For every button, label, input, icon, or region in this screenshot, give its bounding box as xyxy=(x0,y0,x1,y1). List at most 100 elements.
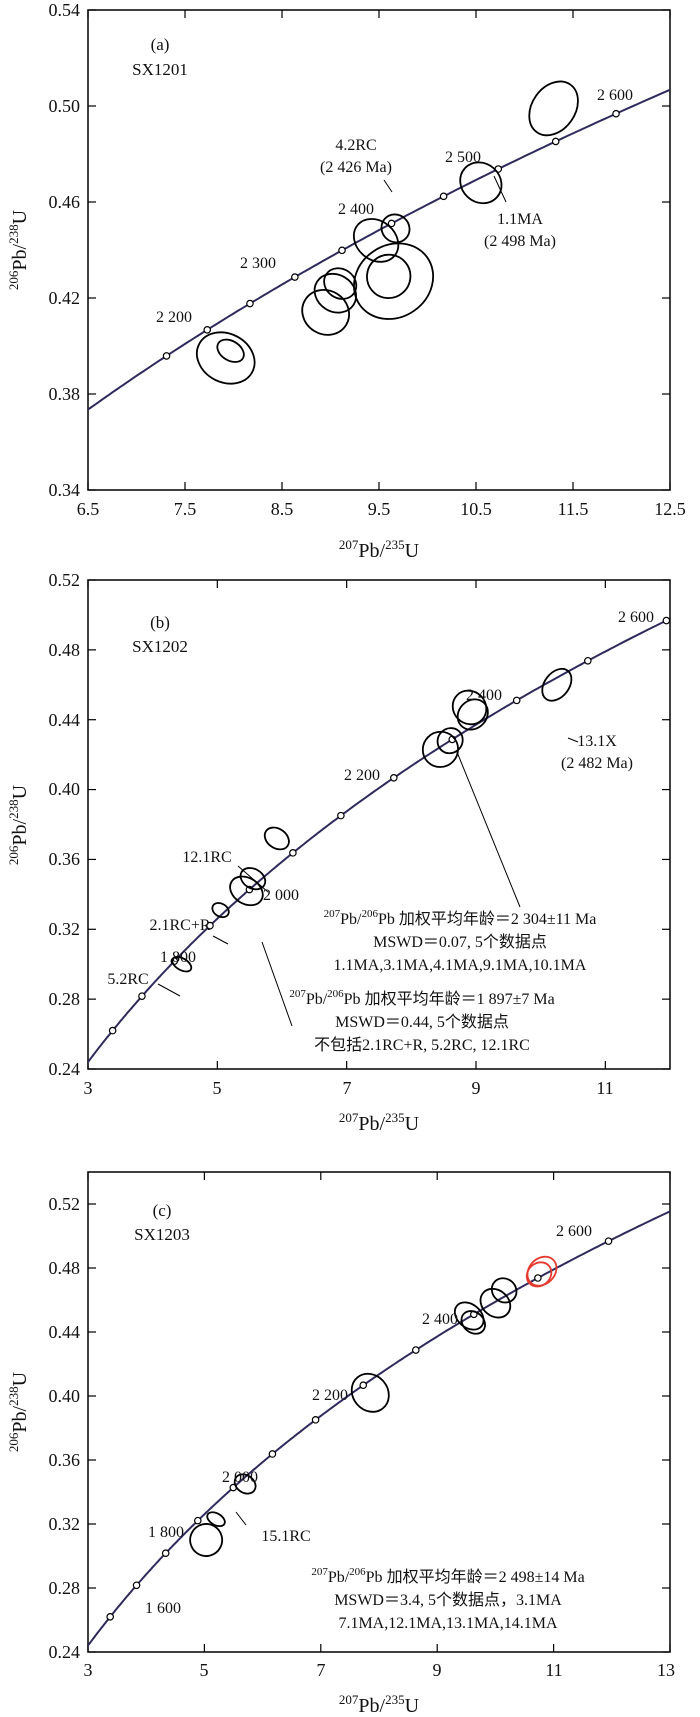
panel-b-ytick: 0.36 xyxy=(49,849,81,869)
concordia-age-marker xyxy=(612,109,620,118)
panel-c-ytick: 0.44 xyxy=(49,1322,81,1342)
error-ellipse xyxy=(239,867,267,891)
panel-b-leader-line xyxy=(261,941,293,1027)
panel-b-leader-line xyxy=(567,737,579,743)
panel-b-ytick: 0.52 xyxy=(49,570,81,590)
panel-b-ytick: 0.28 xyxy=(49,989,81,1009)
panel-b-age-label: 2 400 xyxy=(466,687,502,704)
panel-b-leader-line xyxy=(157,983,181,997)
error-ellipse xyxy=(350,1372,390,1413)
panel-a-ytick: 0.54 xyxy=(49,0,81,20)
panel-b-ticks xyxy=(87,579,670,1070)
error-ellipse xyxy=(211,902,230,919)
panel-b-mean-age-1: 207Pb/206Pb 加权平均年龄＝2 304±11 Ma xyxy=(324,908,597,928)
panel-b-annotation: (2 482 Ma) xyxy=(561,755,633,772)
error-ellipse xyxy=(528,80,579,137)
panel-a-xtick: 11.5 xyxy=(558,499,589,519)
panel-b-panel-label: (b) xyxy=(150,613,170,632)
panel-b-ytick: 0.44 xyxy=(49,710,81,730)
panel-b-age-label: 2 600 xyxy=(618,609,654,626)
error-ellipse xyxy=(301,289,350,336)
panel-c-ytick: 0.32 xyxy=(49,1514,81,1534)
panel-b-ytick: 0.32 xyxy=(49,919,81,939)
panel-c-panel-label: (c) xyxy=(153,1201,172,1220)
panel-c-mean-points: 7.1MA,12.1MA,13.1MA,14.1MA xyxy=(338,1615,558,1632)
panel-a-xtick: 9.5 xyxy=(368,499,391,519)
concordia-age-marker xyxy=(291,273,299,281)
panel-c-leader-line xyxy=(235,1511,247,1526)
panel-a-panel-label: (a) xyxy=(151,35,170,54)
panel-b: 3 5 7 9 11 0.24 0.28 0.32 0.36 0.40 0.44… xyxy=(6,570,671,1135)
concordia-age-marker xyxy=(387,219,396,228)
concordia-age-marker xyxy=(534,1274,542,1282)
error-ellipse xyxy=(171,956,193,973)
panel-c-mean-mswd: MSWD＝3.4, 5个数据点，3.1MA xyxy=(334,1591,562,1609)
panel-c-sample-name: SX1203 xyxy=(134,1225,190,1244)
concordia-age-marker xyxy=(551,137,560,146)
panel-a-age-label: 2 600 xyxy=(597,87,633,104)
panel-c-xtick: 13 xyxy=(657,1660,675,1680)
panel-c-xtick: 7 xyxy=(317,1660,326,1680)
panel-a-age-label: 2 400 xyxy=(338,201,374,218)
panel-a: 6.5 7.5 8.5 9.5 10.5 11.5 12.5 0.34 0.38… xyxy=(6,0,686,562)
panel-b-frame xyxy=(87,579,671,1070)
panel-b-xtick: 5 xyxy=(213,1078,222,1098)
error-ellipse xyxy=(456,698,489,731)
concordia-age-marker xyxy=(512,696,521,705)
panel-b-annotation: 5.2RC xyxy=(107,971,148,988)
error-ellipse xyxy=(421,730,459,768)
panel-b-leader-line xyxy=(456,751,521,908)
panel-b-ylabel: 206Pb/238U xyxy=(6,784,31,865)
panel-b-age-label: 2 000 xyxy=(263,887,299,904)
panel-b-age-label: 2 200 xyxy=(344,767,380,784)
error-ellipse xyxy=(541,667,573,702)
panel-a-ytick: 0.34 xyxy=(49,480,81,500)
panel-c-age-label: 2 200 xyxy=(312,1387,348,1404)
panel-b-annotation: 13.1X xyxy=(577,733,617,750)
panel-b-xtick: 3 xyxy=(84,1078,93,1098)
concordia-age-marker xyxy=(108,1026,117,1035)
panel-c-age-label: 1 600 xyxy=(145,1600,181,1617)
error-ellipse xyxy=(490,1277,518,1304)
panel-c-xlabel: 207Pb/235U xyxy=(339,1692,420,1717)
panel-c-ytick: 0.28 xyxy=(49,1578,81,1598)
panel-a-leader-line xyxy=(383,179,393,193)
panel-a-ticks xyxy=(87,9,671,491)
panel-c-ellipses xyxy=(189,1255,558,1557)
panel-b-age-label: 1 800 xyxy=(160,949,196,966)
concordia-age-marker xyxy=(203,326,212,334)
concordia-age-marker xyxy=(206,921,214,930)
error-ellipse xyxy=(216,338,245,363)
error-ellipse xyxy=(353,242,435,320)
error-ellipse xyxy=(479,1287,512,1319)
panel-c-ylabel: 206Pb/238U xyxy=(6,1371,31,1452)
panel-a-annotation: 1.1MA xyxy=(497,211,543,228)
error-ellipse xyxy=(460,1310,486,1335)
panel-b-mean-points-1: 1.1MA,3.1MA,4.1MA,9.1MA,10.1MA xyxy=(334,957,587,974)
panel-a-xtick: 10.5 xyxy=(460,499,492,519)
panel-c-xtick: 11 xyxy=(545,1660,562,1680)
concordia-curve xyxy=(88,617,670,1064)
concordia-age-marker xyxy=(337,811,345,820)
concordia-age-marker xyxy=(161,1549,170,1557)
panel-c-ytick: 0.24 xyxy=(49,1642,81,1662)
panel-a-xtick: 6.5 xyxy=(77,499,100,519)
panel-c-frame xyxy=(87,1171,671,1653)
panel-a-annotation: (2 426 Ma) xyxy=(320,159,392,176)
panel-c-xtick: 5 xyxy=(200,1660,209,1680)
panel-b-mean-points-2: 不包括2.1RC+R, 5.2RC, 12.1RC xyxy=(314,1036,530,1054)
concordia-age-marker xyxy=(412,1346,420,1354)
panel-a-annotation: 4.2RC xyxy=(335,137,376,154)
panel-a-ytick: 0.46 xyxy=(49,192,81,212)
panel-b-ytick: 0.24 xyxy=(49,1059,81,1079)
concordia-age-marker xyxy=(359,1381,368,1390)
panel-c-ytick: 0.36 xyxy=(49,1450,81,1470)
panel-a-sample-name: SX1201 xyxy=(132,60,188,79)
panel-a-concordia xyxy=(88,88,670,411)
panel-b-leader-line xyxy=(212,935,229,945)
error-ellipse xyxy=(189,1523,224,1557)
panel-b-ytick: 0.40 xyxy=(49,779,81,799)
panel-a-age-label: 2 300 xyxy=(240,255,276,272)
panel-c-concordia xyxy=(88,1210,670,1648)
panel-a-ytick: 0.38 xyxy=(49,384,81,404)
